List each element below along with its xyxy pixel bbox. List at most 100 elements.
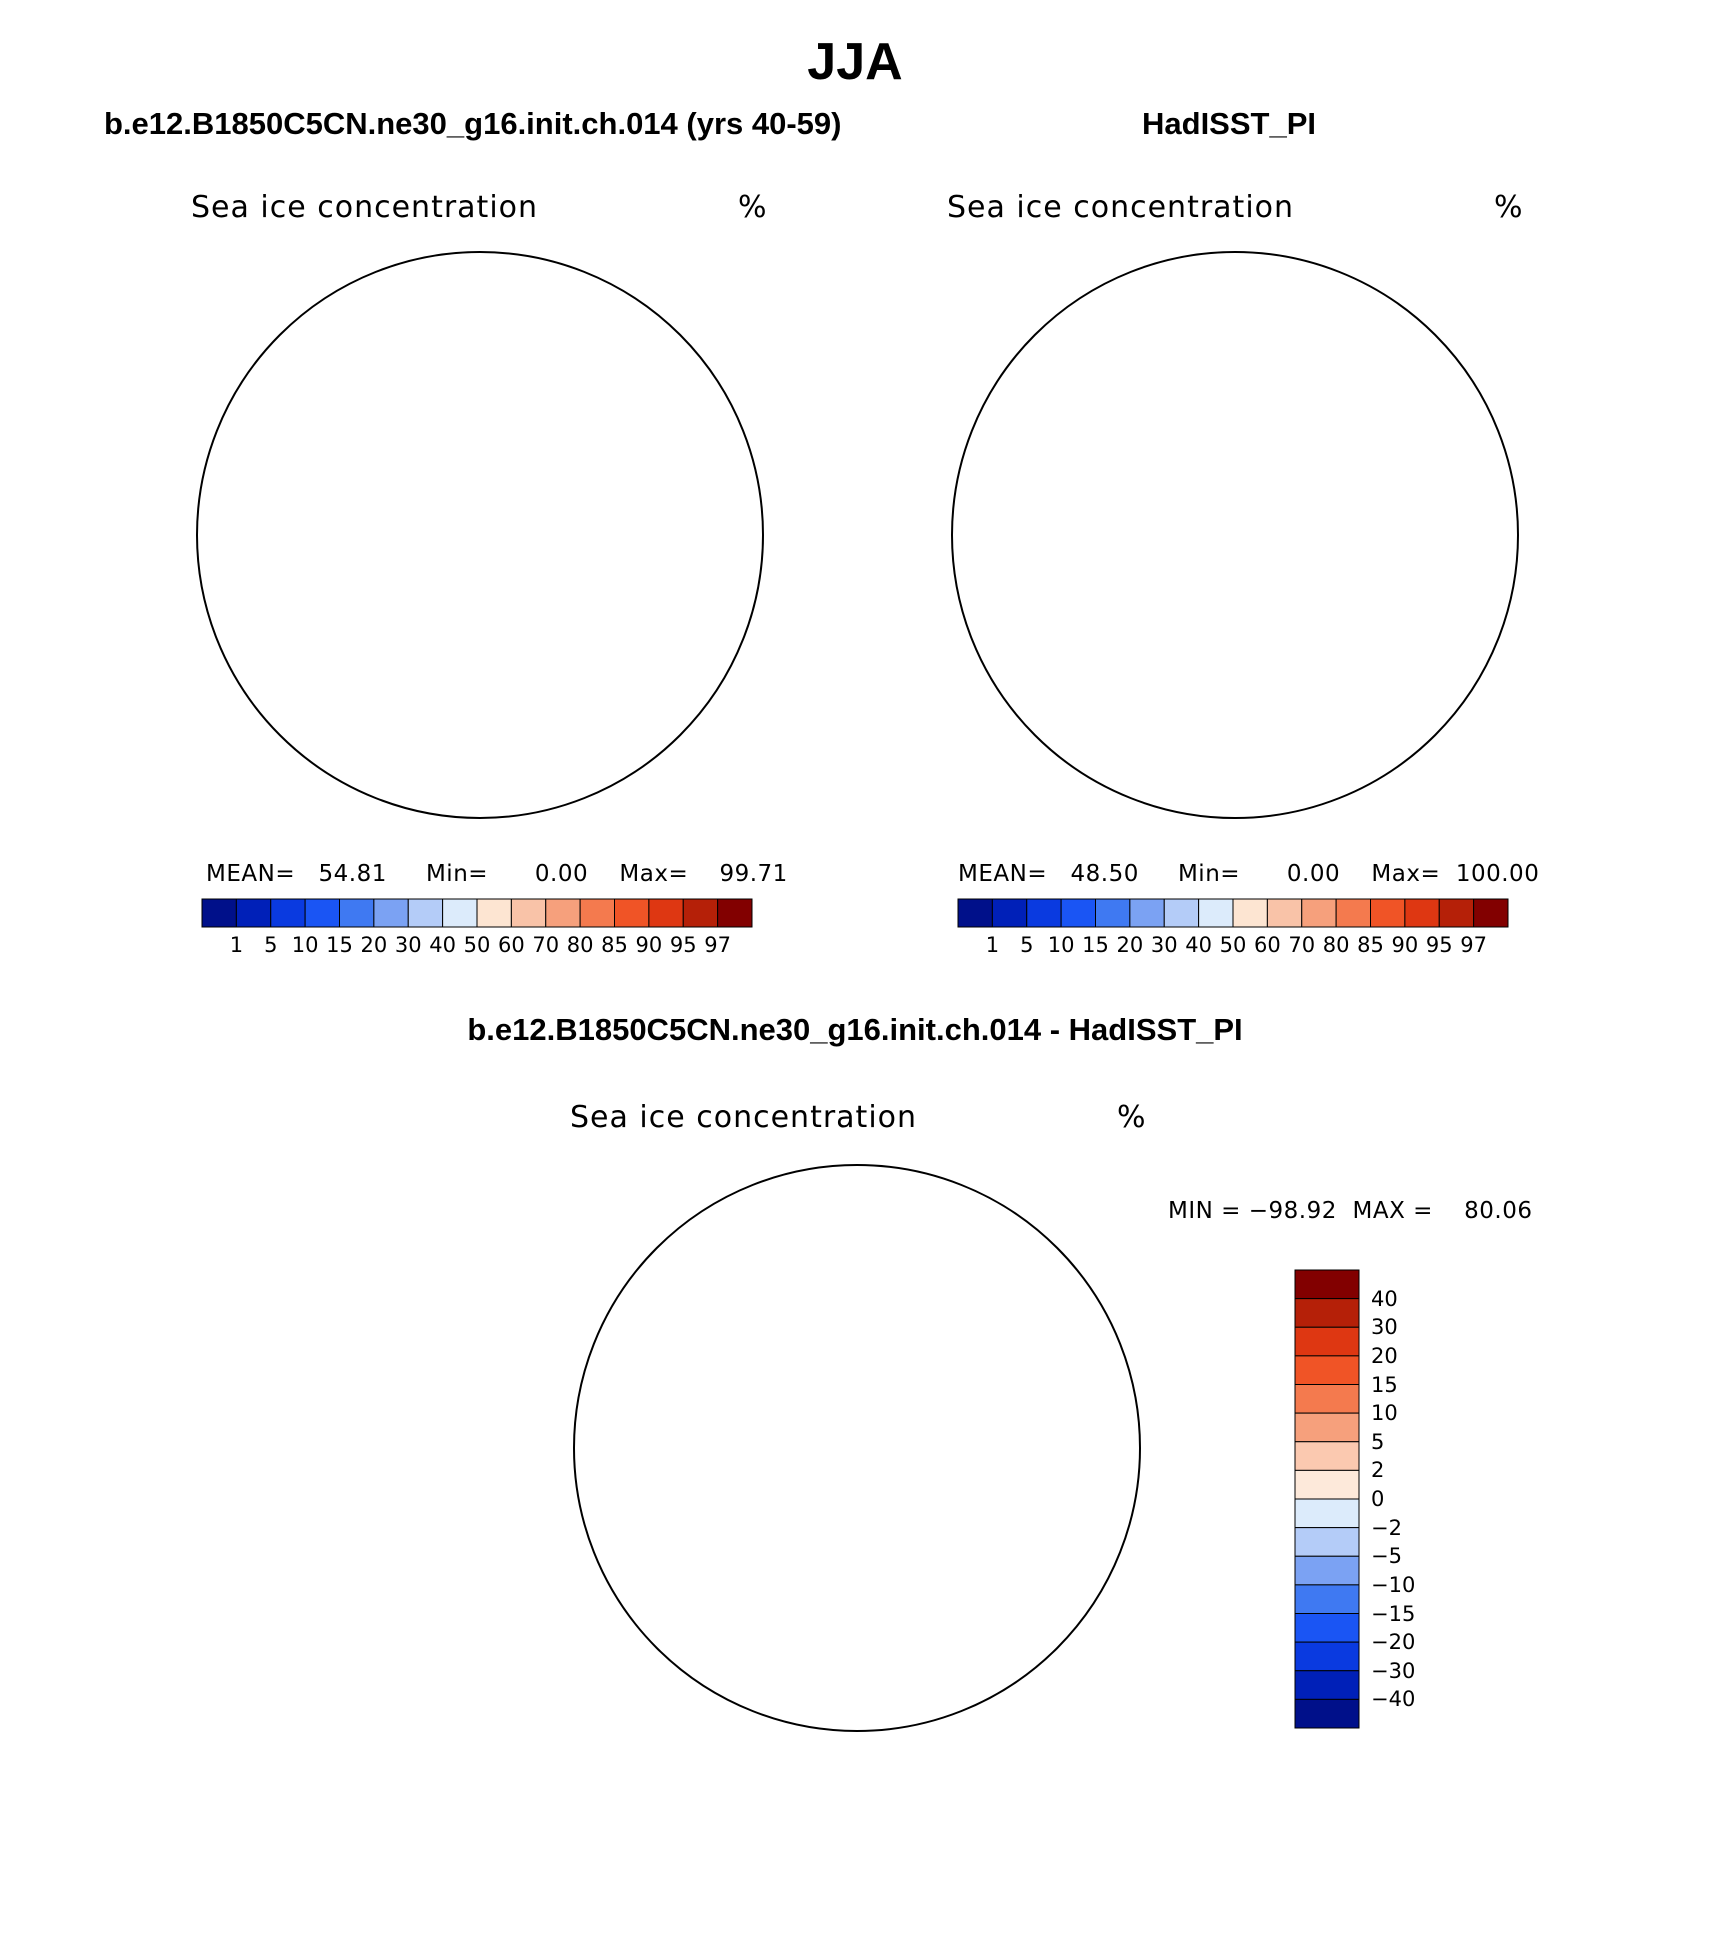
panel-obs-title: HadISST_PI [1142,106,1316,141]
colorbar-swatch [1294,1441,1360,1471]
colorbar-tick-label: 10 [1047,933,1075,957]
colorbar-swatch [682,898,719,928]
min-label: Min= [1177,861,1241,887]
colorbar-tick-label: 70 [1288,933,1316,957]
colorbar-tick-label: 1 [985,933,1000,957]
mean-value: 54.81 [318,861,387,887]
panel-model-units: % [738,190,767,225]
colorbar-swatch [235,898,272,928]
colorbar-tick-label: 60 [498,933,525,957]
colorbar-swatch [1301,898,1337,928]
colorbar-swatch [1370,898,1406,928]
colorbar-tick-label: 97 [704,933,731,957]
colorbar-swatch [339,898,375,928]
panel-diff-units: % [1117,1100,1146,1135]
colorbar-swatch [1294,1613,1360,1643]
colorbar-tick-label: 1 [229,933,244,957]
panel-diff-variable: Sea ice concentration [570,1100,918,1135]
colorbar-tick-label: 85 [601,933,628,957]
colorbar-tick-label: 5 [264,933,278,957]
colorbar-tick-label: 0 [1371,1487,1385,1511]
colorbar-tick-label: 50 [463,933,491,957]
colorbar-swatch [1294,1326,1360,1357]
colorbar-model [201,898,753,928]
max-value: 100.00 [1455,861,1540,887]
colorbar-swatch [1060,898,1096,928]
colorbar-swatch [957,898,993,928]
colorbar-tick-label: 85 [1357,933,1384,957]
colorbar-swatch [1198,898,1234,928]
colorbar-swatch [545,898,581,928]
colorbar-swatch [1473,898,1509,928]
panel-obs-variable: Sea ice concentration [947,190,1295,225]
panel-obs-stats: MEAN= 48.50 Min= 0.00 Max= 100.00 [958,861,1539,887]
colorbar-swatch [1404,898,1440,928]
max-label: Max= [1371,861,1441,887]
colorbar-swatch [1294,1384,1360,1414]
colorbar-tick-label: 5 [1371,1429,1385,1454]
mean-label: MEAN= [206,861,296,887]
colorbar-swatch [1294,1355,1360,1385]
colorbar-tick-label: 10 [291,933,319,957]
colorbar-swatch [1294,1498,1360,1529]
colorbar-tick-label: 40 [1185,933,1212,957]
colorbar-swatch [407,898,444,928]
colorbar-tick-label: −2 [1371,1515,1402,1540]
colorbar-tick-label: 30 [394,933,422,957]
colorbar-tick-label: 20 [1116,933,1144,957]
panel-model-title: b.e12.B1850C5CN.ne30_g16.init.ch.014 (yr… [104,106,842,141]
colorbar-swatch [373,898,409,928]
colorbar-tick-label: −20 [1371,1630,1416,1655]
colorbar-swatch [1129,898,1165,928]
colorbar-tick-label: 20 [360,933,388,957]
colorbar-swatch [270,898,306,928]
colorbar-swatch [442,898,478,928]
colorbar-obs [957,898,1509,928]
colorbar-swatch [1266,898,1303,928]
colorbar-swatch [991,898,1028,928]
panel-model-stats: MEAN= 54.81 Min= 0.00 Max= 99.71 [206,861,788,887]
colorbar-swatch [1335,898,1371,928]
panel-diff-title: b.e12.B1850C5CN.ne30_g16.init.ch.014 - H… [467,1012,1243,1047]
min-value: 0.00 [1286,861,1341,887]
colorbar-tick-label: 10 [1371,1401,1398,1426]
colorbar-swatch [717,898,753,928]
colorbar-swatch [579,898,615,928]
figure-title: JJA [807,33,903,91]
colorbar-swatch [1294,1670,1360,1700]
colorbar-swatch [1294,1469,1360,1500]
colorbar-swatch [648,898,684,928]
colorbar-swatch [1294,1698,1360,1729]
panel-diff-stats: MIN = −98.92 MAX = 80.06 [1168,1198,1533,1224]
colorbar-tick-label: 80 [566,933,594,957]
colorbar-tick-label: −5 [1371,1544,1402,1569]
colorbar-tick-label: 97 [1460,933,1487,957]
colorbar-swatch [1294,1641,1360,1672]
colorbar-swatch [1438,898,1475,928]
colorbar-swatch [304,898,340,928]
colorbar-tick-label: 5 [1020,933,1034,957]
colorbar-tick-label: 15 [326,933,353,957]
colorbar-swatch [1294,1527,1360,1557]
colorbar-tick-label: 15 [1082,933,1109,957]
colorbar-tick-label: −40 [1371,1687,1416,1712]
colorbar-swatch [1294,1584,1360,1614]
map-diff [573,1164,1141,1732]
min-value: −98.92 [1248,1198,1337,1224]
colorbar-diff [1294,1269,1360,1729]
min-value: 0.00 [534,861,589,887]
min-label: Min= [425,861,489,887]
min-label: MIN = [1168,1198,1241,1224]
max-label: MAX = [1352,1198,1433,1224]
mean-value: 48.50 [1070,861,1139,887]
max-value: 80.06 [1464,1198,1533,1224]
map-obs [951,251,1519,819]
colorbar-tick-label: 95 [1425,933,1453,957]
colorbar-swatch [1163,898,1200,928]
colorbar-swatch [614,898,650,928]
panel-obs-units: % [1494,190,1523,225]
colorbar-swatch [1294,1555,1360,1586]
colorbar-swatch [1294,1412,1360,1443]
max-value: 99.71 [719,861,788,887]
